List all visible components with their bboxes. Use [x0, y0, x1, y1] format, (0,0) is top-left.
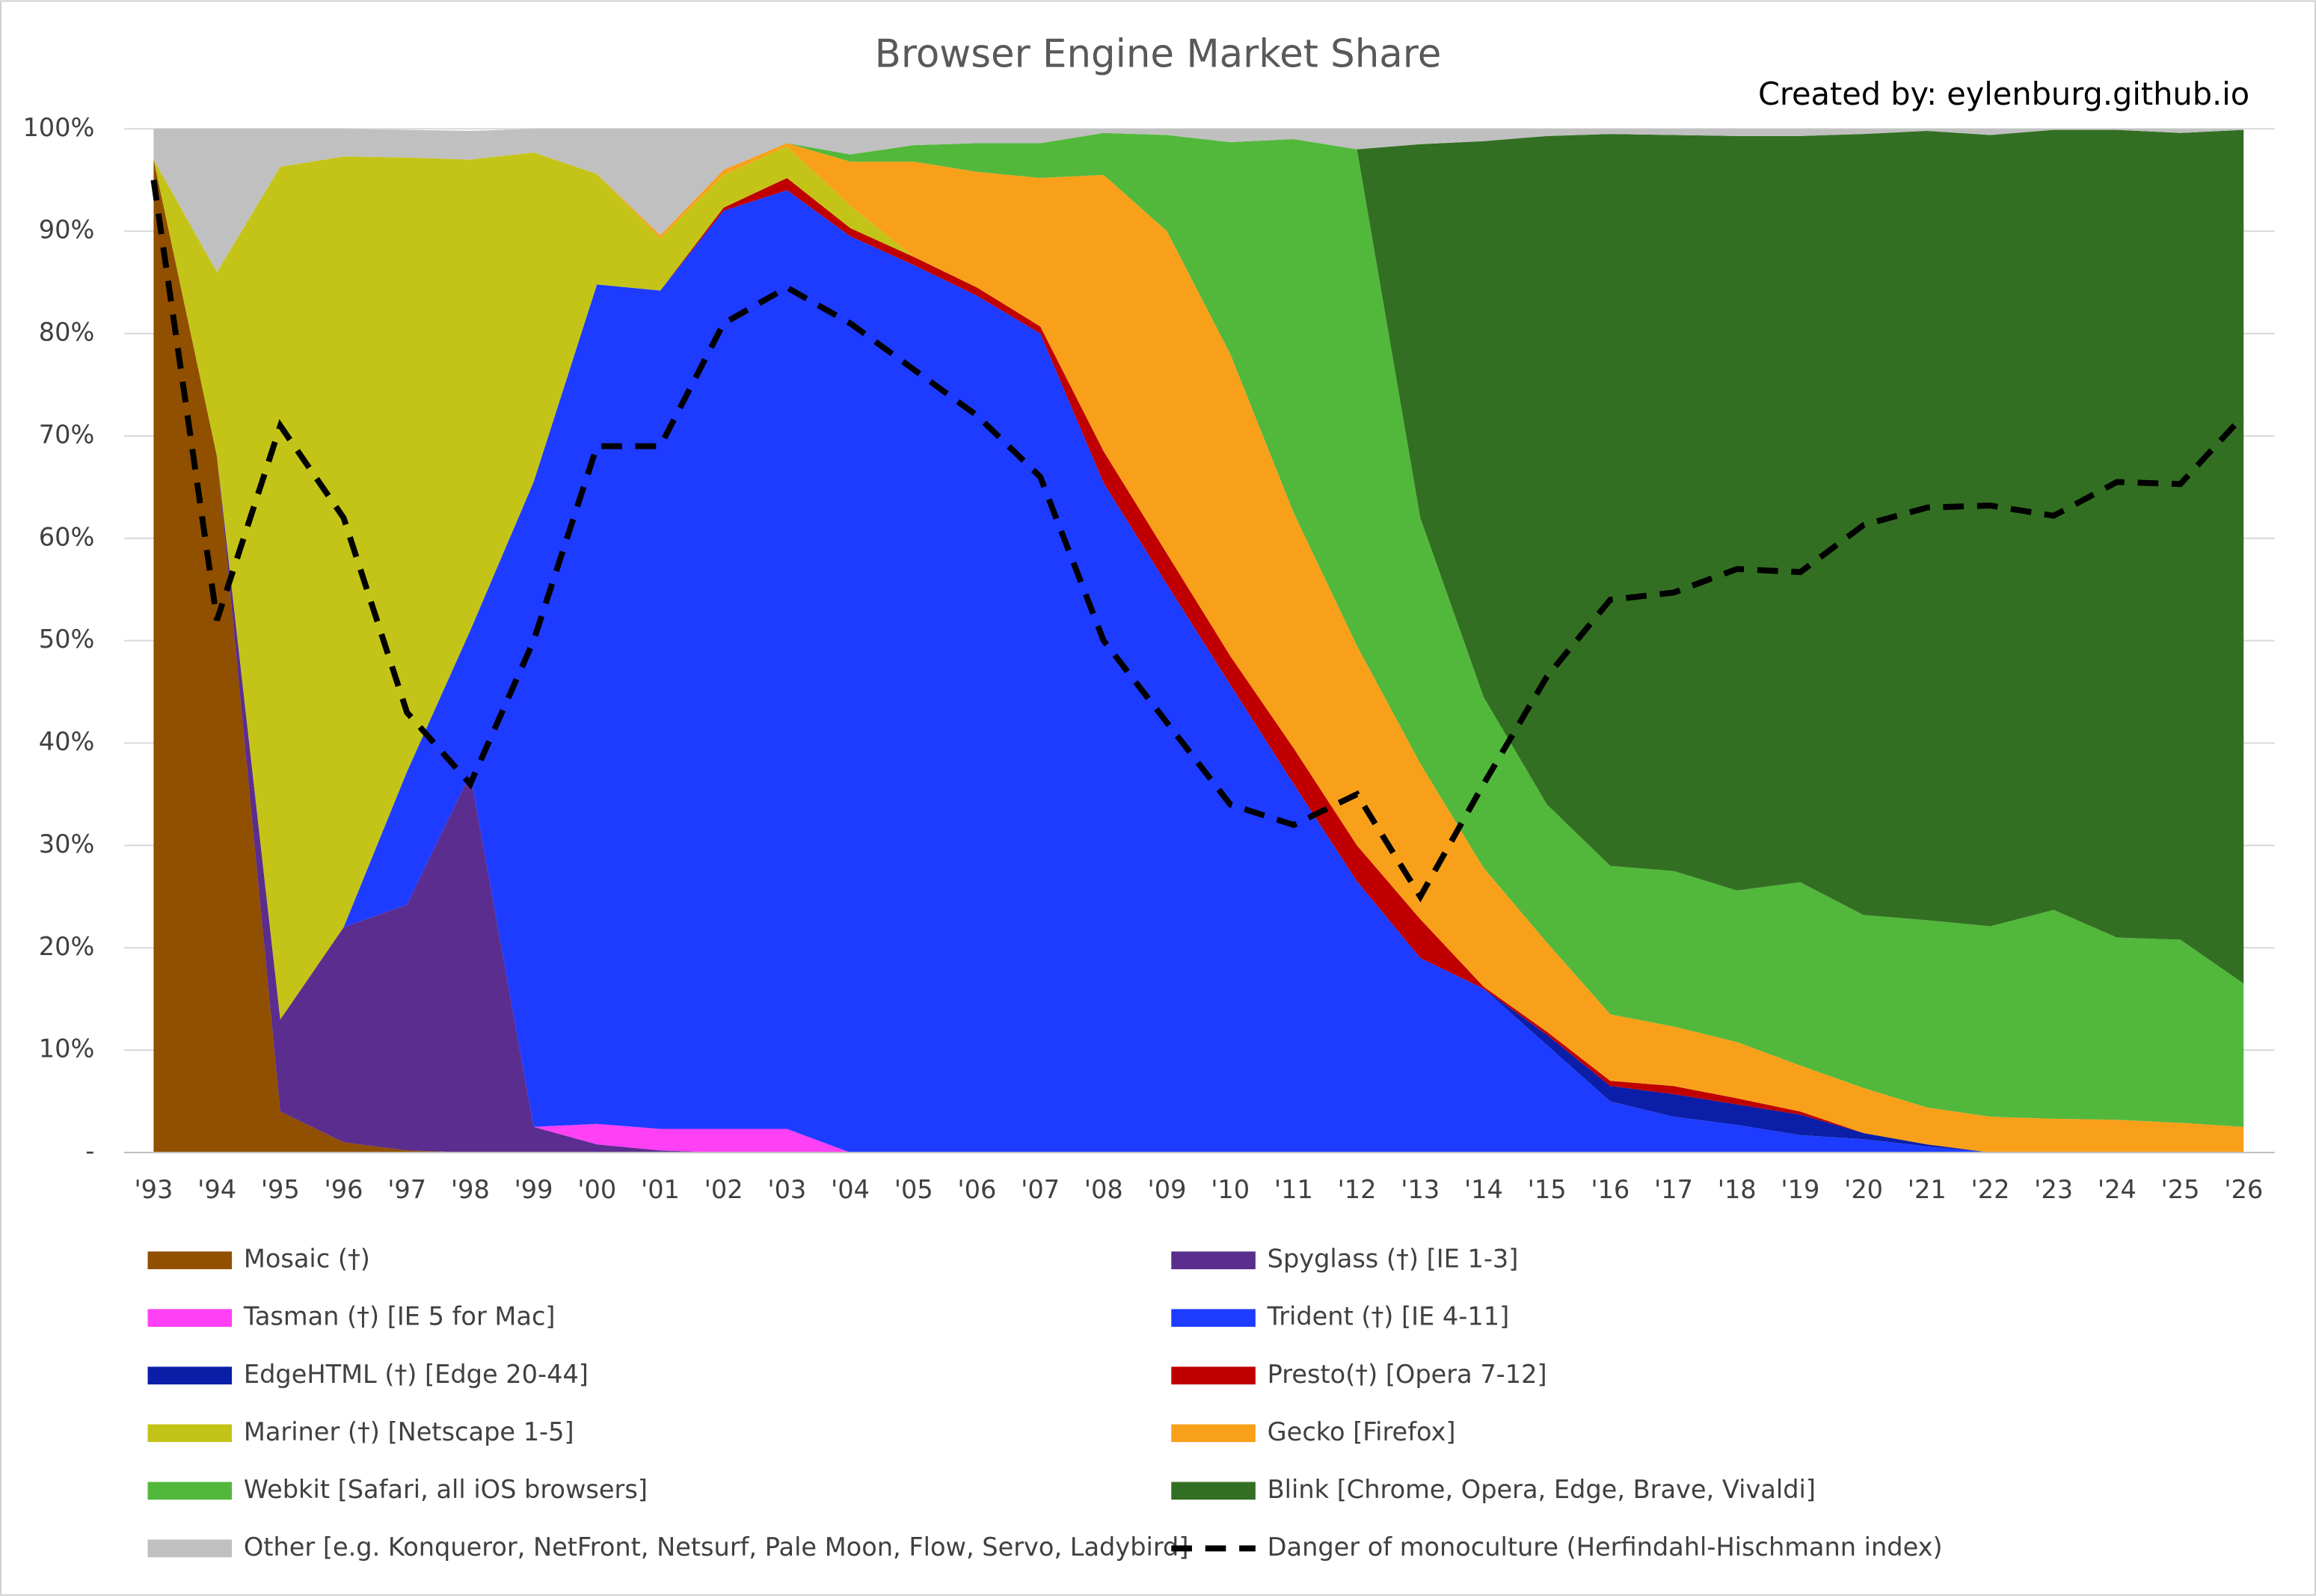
x-tick-label: '17 — [1654, 1175, 1693, 1204]
legend-label: Gecko [Firefox] — [1268, 1417, 1456, 1446]
x-tick-label: '97 — [387, 1175, 426, 1204]
x-tick-label: '24 — [2098, 1175, 2137, 1204]
legend-label: Spyglass (†) [IE 1-3] — [1268, 1244, 1519, 1274]
x-tick-label: '23 — [2034, 1175, 2073, 1204]
credit-annotation: Created by: eylenburg.github.io — [1758, 76, 2249, 112]
x-tick-label: '99 — [515, 1175, 553, 1204]
area-series — [153, 146, 2244, 1153]
x-tick-label: '07 — [1021, 1175, 1060, 1204]
legend-swatch — [1171, 1424, 1256, 1443]
legend-label: Trident (†) [IE 4-11] — [1267, 1302, 1510, 1331]
plot-area — [150, 129, 2246, 1153]
legend-label: EdgeHTML (†) [Edge 20-44] — [244, 1360, 589, 1389]
legend-label: Blink [Chrome, Opera, Edge, Brave, Vival… — [1268, 1475, 1816, 1504]
x-tick-label: '26 — [2224, 1175, 2263, 1204]
legend-label: Tasman (†) [IE 5 for Mac] — [243, 1302, 556, 1331]
legend-swatch — [1171, 1366, 1256, 1385]
legend-label: Webkit [Safari, all iOS browsers] — [244, 1475, 648, 1504]
chart-title: Browser Engine Market Share — [875, 31, 1442, 76]
legend: Mosaic (†) Spyglass (†) [IE 1-3] Tasman (†… — [147, 1244, 1943, 1562]
x-tick-label: '12 — [1338, 1175, 1377, 1204]
x-tick-label: '22 — [1971, 1175, 2009, 1204]
x-tick-label: '10 — [1211, 1175, 1250, 1204]
x-tick-label: '13 — [1401, 1175, 1440, 1204]
x-tick-label: '16 — [1591, 1175, 1630, 1204]
y-tick-label: 50% — [39, 624, 95, 654]
x-tick-label: '03 — [767, 1175, 806, 1204]
legend-swatch — [147, 1366, 233, 1385]
x-tick-label: '08 — [1084, 1175, 1123, 1204]
x-tick-label: '01 — [641, 1175, 680, 1204]
x-tick-label: '00 — [577, 1175, 616, 1204]
area-series — [153, 159, 2244, 1153]
x-tick-label: '94 — [197, 1175, 236, 1204]
area-series — [153, 129, 2244, 984]
y-tick-label: 70% — [39, 420, 95, 449]
legend-swatch — [147, 1251, 233, 1270]
legend-swatch — [147, 1539, 233, 1558]
legend-label: Presto(†) [Opera 7-12] — [1268, 1360, 1547, 1389]
x-tick-label: '09 — [1148, 1175, 1187, 1204]
y-tick-label: 100% — [22, 113, 94, 142]
y-tick-label: 20% — [39, 932, 95, 961]
y-tick-label: 80% — [39, 318, 95, 347]
legend-swatch — [147, 1424, 233, 1443]
x-tick-label: '21 — [1908, 1175, 1947, 1204]
legend-swatch — [1171, 1482, 1256, 1500]
x-tick-label: '95 — [261, 1175, 300, 1204]
legend-swatch — [147, 1482, 233, 1500]
legend-label: Mariner (†) [Netscape 1-5] — [244, 1417, 574, 1446]
axes: - 10% 20% 30% 40% 50% 60% 70% 80% 90% 100% '93 '94 '9… — [22, 113, 2275, 1204]
legend-label: Other [e.g. Konqueror, NetFront, Netsurf… — [244, 1532, 1189, 1562]
legend-swatch — [1171, 1251, 1256, 1270]
x-tick-label: '98 — [451, 1175, 490, 1204]
x-tick-label: '25 — [2161, 1175, 2200, 1204]
legend-swatch — [1171, 1309, 1256, 1328]
line-series — [150, 179, 2246, 903]
y-tick-label: 60% — [39, 522, 95, 551]
area-series — [153, 159, 2244, 1153]
x-tick-label: '11 — [1274, 1175, 1313, 1204]
x-tick-label: '14 — [1464, 1175, 1503, 1204]
x-tick-label: '96 — [325, 1175, 363, 1204]
x-tick-label: '05 — [894, 1175, 933, 1204]
legend-label: Danger of monoculture (Herfindahl-Hischm… — [1268, 1532, 1943, 1562]
y-tick-label: - — [85, 1137, 94, 1166]
x-tick-label: '06 — [957, 1175, 996, 1204]
x-tick-label: '19 — [1781, 1175, 1819, 1204]
x-tick-label: '93 — [134, 1175, 173, 1204]
x-tick-label: '02 — [704, 1175, 743, 1204]
area-series — [153, 132, 2244, 1127]
y-tick-label: 30% — [39, 829, 95, 859]
y-tick-label: 40% — [39, 727, 95, 756]
x-tick-label: '20 — [1844, 1175, 1883, 1204]
y-tick-label: 10% — [39, 1034, 95, 1064]
y-tick-label: 90% — [39, 215, 95, 245]
area-series — [153, 143, 2244, 1153]
x-tick-label: '04 — [831, 1175, 870, 1204]
x-tick-label: '15 — [1528, 1175, 1567, 1204]
area-series — [153, 129, 2244, 272]
legend-swatch — [147, 1309, 233, 1328]
legend-label: Mosaic (†) — [244, 1244, 370, 1274]
x-tick-label: '18 — [1718, 1175, 1757, 1204]
